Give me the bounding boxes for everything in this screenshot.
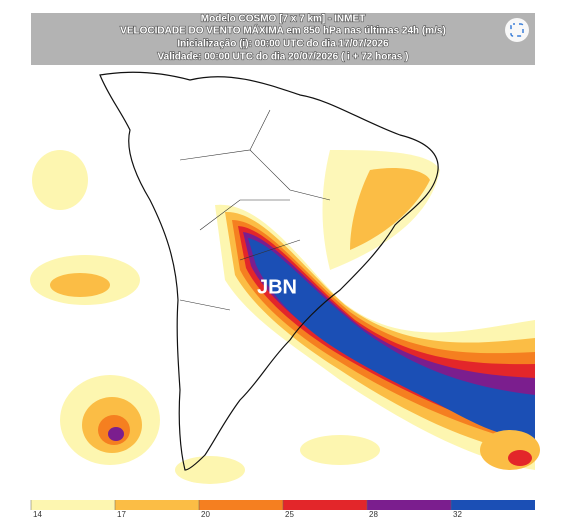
colorbar-segment xyxy=(451,500,535,510)
colorbar-segment xyxy=(199,500,283,510)
colorbar-label: 28 xyxy=(369,510,378,519)
borders xyxy=(179,109,331,311)
colorbar-label: 32 xyxy=(453,510,462,519)
colorbar-label: 20 xyxy=(201,510,210,519)
valid-time: Validade: 00:00 UTC do dia 20/07/2026 ( … xyxy=(158,52,409,63)
colorbar-segment xyxy=(115,500,199,510)
continent-outline xyxy=(99,71,439,471)
init-time: Inicialização (i): 00:00 UTC do dia 17/0… xyxy=(177,39,389,50)
colorbar-label: 14 xyxy=(33,510,42,519)
colorbar: 14 17 20 25 28 32 xyxy=(30,500,535,519)
map-title: VELOCIDADE DO VENTO MÁXIMA em 850 hPa na… xyxy=(120,24,446,37)
wind-field xyxy=(30,150,540,484)
colorbar-segment xyxy=(283,500,367,510)
colorbar-segment xyxy=(31,500,115,510)
header-band xyxy=(31,13,535,65)
jet-label: JBN xyxy=(257,276,297,298)
colorbar-label: 17 xyxy=(117,510,126,519)
colorbar-label: 25 xyxy=(285,510,294,519)
expand-button[interactable] xyxy=(505,18,529,42)
model-name: Modelo COSMO [7 x 7 km] - INMET xyxy=(201,14,365,25)
colorbar-segment xyxy=(367,500,451,510)
